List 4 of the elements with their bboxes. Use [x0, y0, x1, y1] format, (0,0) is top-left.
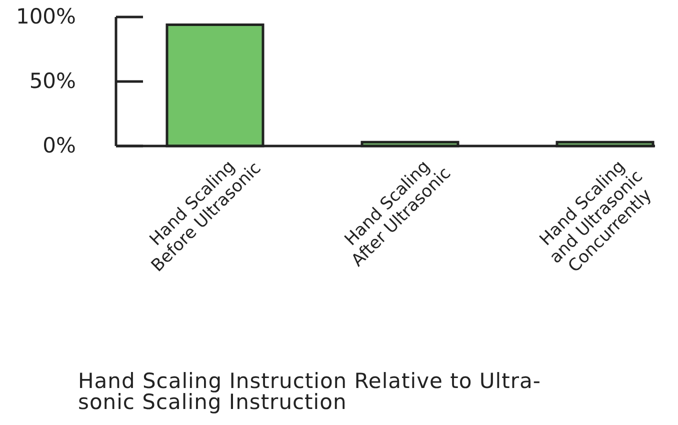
- y-tick-label: 0%: [42, 134, 76, 158]
- x-axis-title: Hand Scaling Instruction Relative to Ultra- sonic Scaling Instruction: [78, 369, 541, 414]
- y-tick-label: 50%: [29, 69, 76, 94]
- y-tick-label: 100%: [16, 4, 76, 29]
